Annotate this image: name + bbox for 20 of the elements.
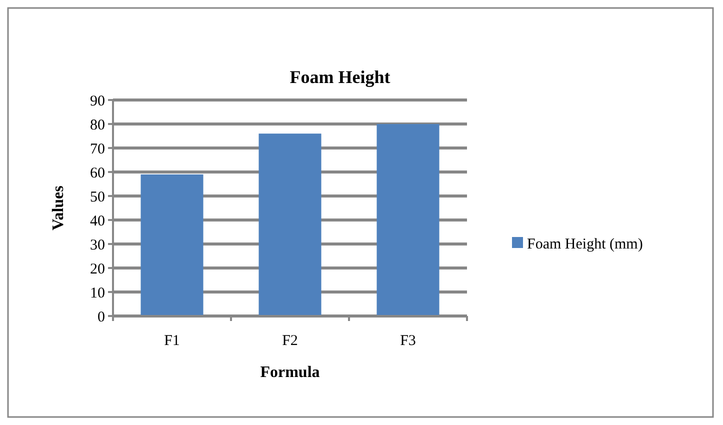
bar — [140, 174, 204, 316]
bar — [258, 134, 322, 316]
y-tick-label: 90 — [90, 93, 105, 110]
y-axis-title: Values — [50, 186, 67, 230]
y-tick-label: 30 — [90, 237, 105, 254]
chart-title: Foam Height — [290, 67, 390, 87]
y-tick-label: 0 — [98, 309, 105, 326]
x-tick-label: F2 — [282, 333, 298, 349]
legend-label: Foam Height (mm) — [527, 236, 643, 252]
y-tick-label: 40 — [90, 213, 105, 230]
x-axis-title: Formula — [260, 364, 320, 381]
bar — [376, 124, 440, 316]
y-tick-label: 10 — [90, 285, 105, 302]
y-tick-label: 50 — [90, 189, 105, 206]
y-tick-label: 70 — [90, 141, 105, 158]
y-tick-label: 20 — [90, 261, 105, 278]
x-tick-label: F3 — [400, 333, 416, 349]
y-tick-label: 60 — [90, 165, 105, 182]
y-tick-label: 80 — [90, 117, 105, 134]
x-tick-label: F1 — [164, 333, 180, 349]
